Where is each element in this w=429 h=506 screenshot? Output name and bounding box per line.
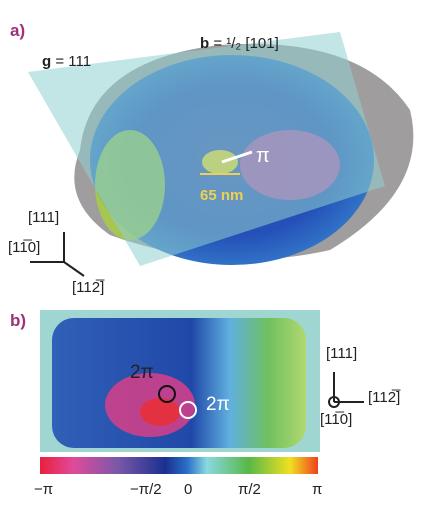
phase-label: π [256,145,270,167]
scale-label: 65 nm [200,187,243,204]
colorbar-label: π/2 [238,481,261,498]
axis-label: [11̅0] [8,239,40,256]
loop-label: 2π [130,362,154,383]
colorbar-label: −π [34,481,53,498]
panel-label: b) [10,311,26,330]
phase-region [140,398,180,426]
colorbar-label: 0 [184,481,192,498]
colorbar-label: π [312,481,322,498]
axis-label: [111] [28,209,59,226]
loop [179,401,197,419]
axis-label: [112̅] [72,279,105,296]
loop [158,385,176,403]
axes [30,232,85,277]
value: = ¹/₂ [101] [213,35,278,52]
arrow [221,150,253,164]
axis [328,396,340,408]
value: = 111 [55,53,91,70]
axis-label: [111] [326,345,357,362]
colorbar [40,457,318,474]
b-vector: b = ¹/₂ [101] [200,35,279,52]
axes [328,372,364,408]
axis-label: [112̅] [368,389,401,406]
symbol: b [200,35,209,52]
symbol: g [42,53,51,70]
colorbar-label: −π/2 [130,481,162,498]
panel-label: a) [10,21,25,40]
axis [63,261,85,277]
loop-label: 2π [206,394,230,415]
diffraction-plane [28,32,385,266]
axis-label: [11̅0] [320,411,352,428]
g-vector: g = 111 [42,53,91,70]
